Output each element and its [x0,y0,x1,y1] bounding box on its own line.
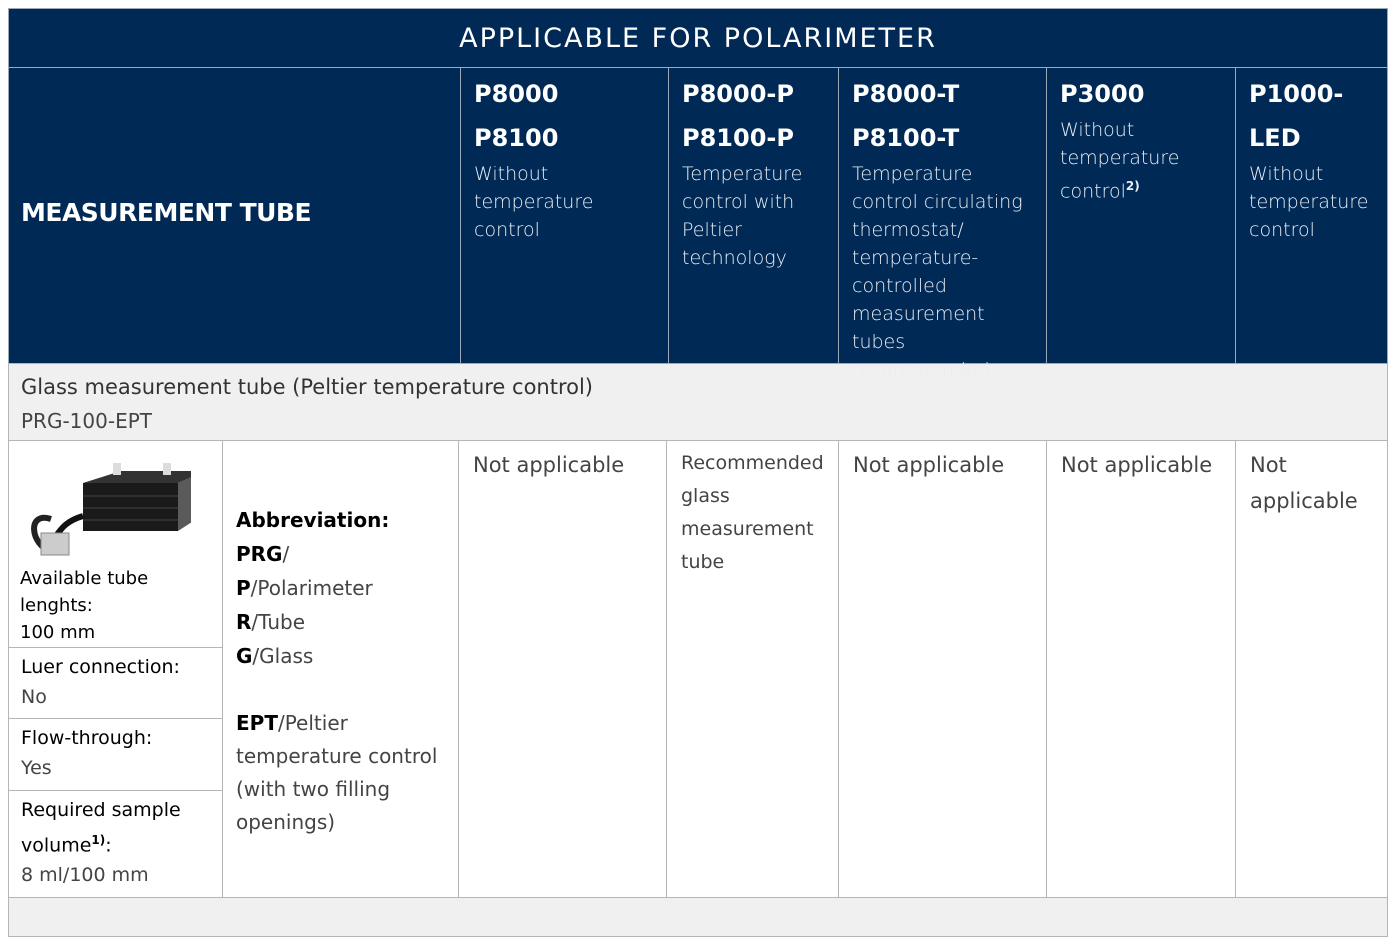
abbreviation-text: / [282,542,290,566]
abbreviation-title: Abbreviation: [236,508,390,532]
applicability: Not applicable [1046,440,1236,898]
abbreviation-key: PRG [236,542,283,566]
spec-cell: Required sample volume1): 8 ml/100 mm [8,790,223,898]
description: Without temperature control2) [1060,116,1229,205]
applicability: Not applicable [1235,440,1388,898]
abbreviation-key: EPT [236,711,278,735]
column-header: P3000 Without temperature control2) [1046,67,1236,364]
spec-label: Luer connection: [21,652,222,682]
spec-label-text: Luer connection: [21,656,180,678]
description: Temperature control circulating thermost… [852,160,1040,384]
footnote: 1) [91,833,106,847]
applicability: Not applicable [838,440,1047,898]
model: P8100-P [682,124,794,152]
model: P8100 [474,124,559,152]
abbreviation-key: G [236,644,253,668]
spec-cell: Flow-through: Yes [8,718,223,791]
abbreviation-line: EPT/Peltier temperature control (with tw… [236,707,451,839]
column-header: P1000-LED Without temperature control [1235,67,1388,364]
tube-row: Glass measurement tube (Peltier temperat… [8,363,1388,441]
abbreviation: Abbreviation: PRG/P/Polarimeter R/Tube G/G… [222,440,459,898]
abbreviation-text: /Peltier temperature control (with two f… [236,711,438,834]
model: P8000-P [682,80,794,108]
abbreviation-line: PRG/ [236,537,451,571]
spec-value: 8 ml/100 mm [21,864,149,887]
spec-value: No [21,686,47,708]
abbreviation-text: /Tube [251,610,305,634]
tube-code: PRG-100-EPT [21,409,152,433]
spec-value: Yes [21,757,52,779]
spec-label: Flow-through: [21,723,222,753]
column-header: P8000 P8100 Without temperature control [460,67,669,364]
abbreviation-line: R/Tube [236,605,451,639]
description: Without temperature control [1249,160,1381,244]
spec-label-suffix: : [105,834,112,857]
column-header: P8000-P P8100-P Temperature control with P… [668,67,839,364]
tube-image [31,463,206,556]
model: P3000 [1060,80,1145,108]
spec-label: Available tube lenghts: [20,565,210,619]
abbreviation-text: /Glass [252,644,314,668]
abbreviation-key: R [236,610,252,634]
spec-value: 100 mm [20,622,96,643]
model: P8100-T [852,124,960,152]
model: P8000 [474,80,559,108]
spec-label-text: Available tube lenghts: [20,568,149,616]
next-row [8,897,1388,937]
footnote: 2) [1125,179,1140,193]
description-text: Without temperature control [1249,163,1369,241]
spec-cell [8,440,223,648]
description: Without temperature control [474,160,662,244]
applicability: Not applicable [458,440,667,898]
model: P1000-LED [1249,80,1344,152]
model: P8000-T [852,80,960,108]
tube-name: Glass measurement tube (Peltier temperat… [21,375,594,399]
description-text: Temperature control with Peltier technol… [682,163,803,269]
description-text: Temperature control circulating thermost… [852,163,1023,381]
spec-label: Required sample volume1): [21,795,222,860]
abbreviation-key: P [236,576,251,600]
applicability: Recommended glass measurement tube [666,440,839,898]
column-header: P8000-T P8100-T Temperature control circul… [838,67,1047,381]
row-label: MEASUREMENT TUBE [8,67,461,364]
spec-text: Available tube lenghts: 100 mm [20,565,210,646]
spec-cell: Luer connection: No [8,647,223,719]
spec-label-text: Required sample volume [21,799,181,857]
abbreviation-line: P/Polarimeter [236,571,451,605]
spec-label-text: Flow-through: [21,727,153,749]
description-text: Without temperature control [1060,119,1180,203]
description-text: Without temperature control [474,163,594,241]
abbreviation-text: /Polarimeter [250,576,373,600]
description: Temperature control with Peltier technol… [682,160,832,272]
abbreviation-line: G/Glass [236,639,451,673]
table-title: APPLICABLE FOR POLARIMETER [8,8,1388,68]
